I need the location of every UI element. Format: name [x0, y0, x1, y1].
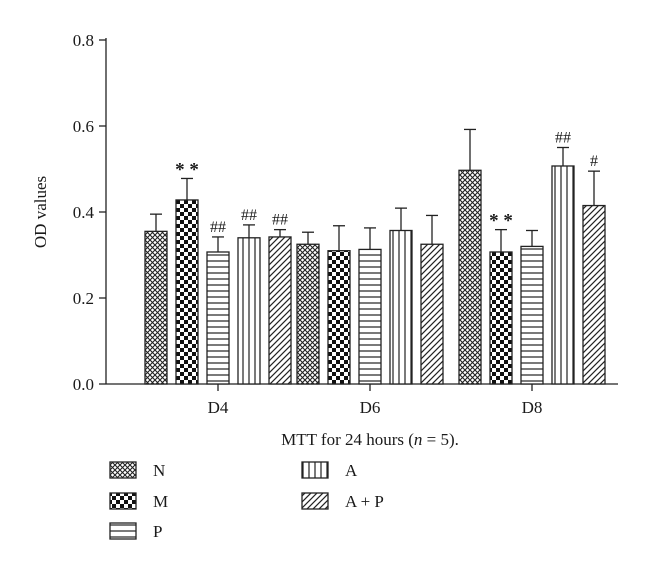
- significance-marker: * *: [489, 211, 513, 232]
- bar-d8-p: [520, 245, 544, 385]
- y-tick-label: 0.0: [73, 375, 94, 394]
- bar-d6-m: [327, 250, 351, 385]
- legend-label: A + P: [345, 492, 384, 511]
- y-tick-label: 0.8: [73, 31, 94, 50]
- legend-label: M: [153, 492, 168, 511]
- significance-marker: ##: [272, 212, 288, 229]
- bar-d6-n: [296, 243, 320, 385]
- x-tick-label-d8: D8: [522, 398, 543, 417]
- legend-swatch-m: [109, 492, 137, 510]
- legend-swatch-a-p: [301, 492, 329, 510]
- y-axis-title: OD values: [31, 176, 50, 248]
- bar-d8-n: [458, 169, 482, 385]
- legend-swatch-n: [109, 461, 137, 479]
- bars: * *#### ## * *###: [144, 128, 606, 385]
- bar-d6-a: [389, 229, 413, 385]
- significance-marker: ##: [241, 207, 257, 224]
- significance-marker: ##: [210, 219, 226, 236]
- bar-d4-a: [237, 237, 261, 385]
- x-tick-label-d6: D6: [360, 398, 381, 417]
- legend-label: P: [153, 522, 162, 541]
- bar-d6-a-p: [420, 243, 444, 385]
- legend-swatch-p: [109, 522, 137, 540]
- bar-d8-a: [551, 165, 575, 385]
- legend-label: A: [345, 461, 358, 480]
- legend-label: N: [153, 461, 165, 480]
- bar-d6-p: [358, 248, 382, 385]
- legend: NMP A A + P: [109, 461, 384, 541]
- significance-marker: ##: [555, 130, 571, 147]
- bar-d4-a-p: [268, 236, 292, 385]
- y-tick-label: 0.4: [73, 203, 95, 222]
- bar-d4-n: [144, 230, 168, 385]
- y-tick-label: 0.6: [73, 117, 94, 136]
- bar-d8-a-p: [582, 204, 606, 385]
- y-tick-label: 0.2: [73, 289, 94, 308]
- bar-d4-p: [206, 251, 230, 385]
- bar-d4-m: [175, 199, 199, 385]
- legend-swatch-a: [301, 461, 329, 479]
- bar-d8-m: [489, 251, 513, 385]
- x-axis-title: MTT for 24 hours (n = 5).: [281, 430, 459, 449]
- significance-marker: * *: [175, 159, 199, 180]
- x-tick-label-d4: D4: [208, 398, 229, 417]
- significance-marker: #: [590, 153, 598, 170]
